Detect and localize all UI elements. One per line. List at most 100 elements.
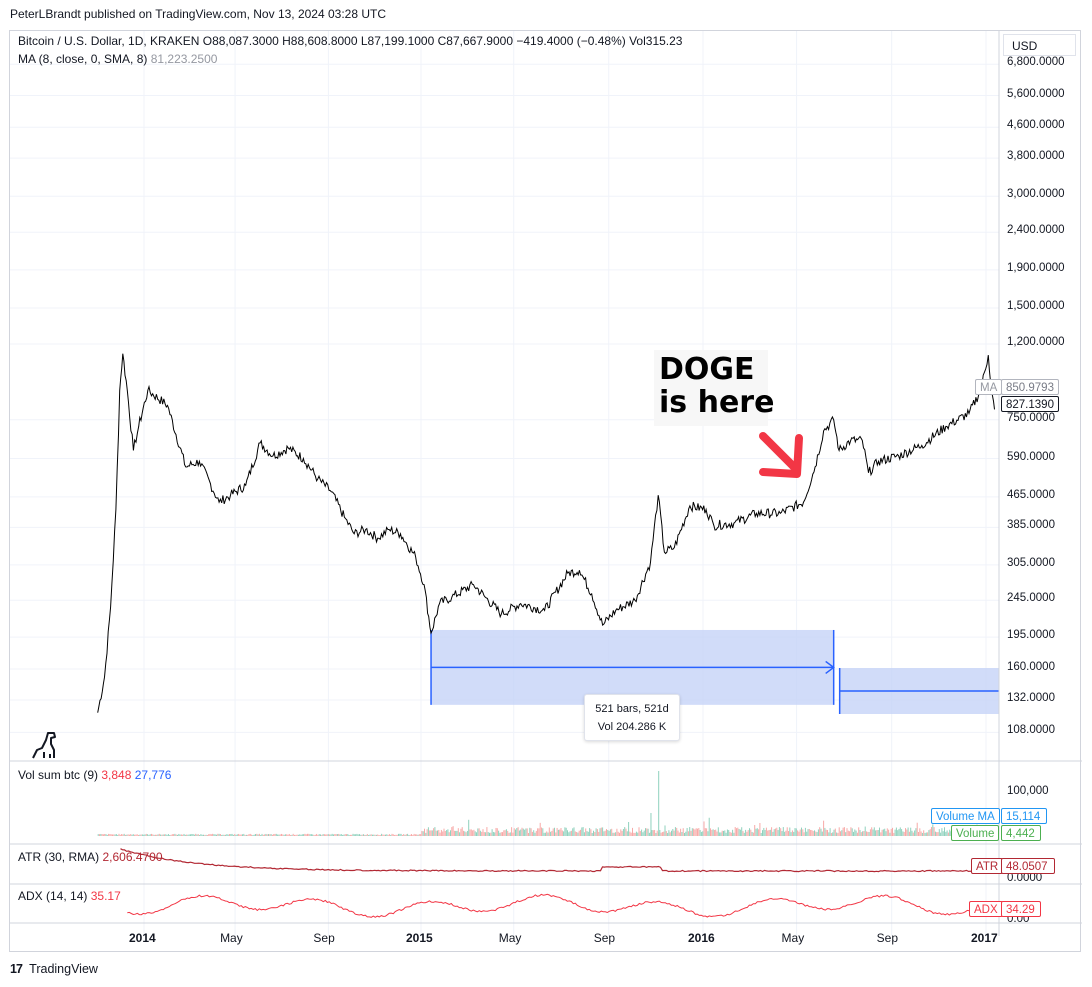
volume-bar bbox=[716, 831, 718, 836]
time-axis-label: 2014 bbox=[129, 931, 156, 945]
adx-legend[interactable]: ADX (14, 14) 35.17 bbox=[18, 889, 121, 903]
annotation-arrow[interactable] bbox=[755, 430, 810, 485]
volume-bar bbox=[721, 830, 723, 836]
volume-bar bbox=[275, 833, 277, 836]
volume-bar bbox=[730, 832, 732, 836]
volume-bar bbox=[921, 832, 923, 836]
volume-bar bbox=[478, 828, 480, 836]
dinosaur-icon[interactable] bbox=[30, 730, 58, 760]
volume-bar bbox=[171, 834, 173, 836]
atr-legend[interactable]: ATR (30, RMA) 2,606.4700 bbox=[18, 850, 163, 864]
volume-bar bbox=[355, 834, 357, 836]
main-legend[interactable]: Bitcoin / U.S. Dollar, 1D, KRAKEN O88,08… bbox=[18, 34, 683, 48]
volume-bar bbox=[739, 829, 741, 836]
volume-legend-value-2: 27,776 bbox=[134, 768, 172, 782]
volume-bar bbox=[733, 832, 735, 836]
ma-legend[interactable]: MA (8, close, 0, SMA, 8) 81,223.2500 bbox=[18, 52, 217, 66]
volume-bar bbox=[898, 828, 900, 836]
volume-bar bbox=[383, 834, 385, 836]
volume-bar bbox=[850, 827, 852, 836]
volume-bar bbox=[346, 834, 348, 836]
chart-canvas[interactable] bbox=[10, 31, 1082, 953]
volume-bar bbox=[138, 834, 140, 836]
volume-bar bbox=[725, 832, 727, 836]
volume-bar bbox=[125, 834, 127, 836]
volume-bar bbox=[495, 827, 497, 836]
volume-bar bbox=[455, 830, 457, 836]
atr-value-tag: 48.0507 bbox=[1001, 858, 1055, 874]
volume-bar bbox=[689, 827, 691, 836]
volume-bar bbox=[529, 827, 531, 836]
footer-brand[interactable]: 17 TradingView bbox=[10, 962, 98, 976]
volume-bar bbox=[632, 827, 634, 836]
volume-bar bbox=[240, 834, 242, 836]
currency-button[interactable]: USD bbox=[1003, 34, 1076, 56]
price-axis-label: 6,800.0000 bbox=[1007, 56, 1065, 69]
price-axis-label: 1,900.0000 bbox=[1007, 261, 1065, 274]
volume-bar bbox=[269, 834, 271, 836]
volume-bar bbox=[353, 834, 355, 836]
annotation-box[interactable] bbox=[654, 350, 768, 426]
volume-bar bbox=[765, 827, 767, 836]
volume-bar bbox=[860, 832, 862, 836]
chart-frame[interactable] bbox=[9, 30, 1082, 953]
volume-bar bbox=[392, 834, 394, 836]
volume-bar bbox=[634, 832, 636, 836]
volume-bar bbox=[830, 832, 832, 836]
volume-bar bbox=[221, 834, 223, 836]
volume-bar bbox=[695, 828, 697, 836]
volume-bar bbox=[734, 827, 736, 836]
atr-axis-label: 0.0000 bbox=[1007, 872, 1043, 884]
volume-bar bbox=[556, 827, 558, 836]
volume-bar bbox=[710, 828, 712, 836]
volume-bar bbox=[464, 831, 466, 836]
volume-bar bbox=[396, 834, 398, 836]
volume-bar bbox=[723, 830, 725, 836]
volume-legend[interactable]: Vol sum btc (9) 3,848 27,776 bbox=[18, 768, 171, 782]
adx-line bbox=[127, 893, 994, 918]
volume-bar bbox=[188, 834, 190, 836]
price-axis-label: 385.0000 bbox=[1007, 519, 1055, 532]
volume-bar bbox=[344, 834, 346, 836]
volume-bar bbox=[530, 828, 532, 836]
volume-bar bbox=[832, 832, 834, 836]
volume-bar bbox=[888, 829, 890, 836]
volume-bar bbox=[776, 827, 778, 836]
volume-bar bbox=[916, 822, 918, 836]
volume-bar bbox=[395, 834, 397, 836]
volume-bar bbox=[450, 830, 452, 836]
volume-bar bbox=[778, 827, 780, 836]
volume-bar bbox=[625, 828, 627, 836]
volume-bar bbox=[583, 832, 585, 836]
last-price-tag: 827.1390 bbox=[1001, 396, 1059, 412]
volume-bar bbox=[738, 829, 740, 836]
price-line bbox=[97, 353, 995, 713]
volume-bar bbox=[772, 831, 774, 836]
volume-bar bbox=[646, 828, 648, 836]
volume-bar bbox=[947, 832, 949, 836]
volume-bar bbox=[780, 828, 782, 836]
adx-series bbox=[127, 893, 994, 918]
volume-bar bbox=[459, 832, 461, 836]
volume-bar bbox=[729, 831, 731, 836]
volume-bar bbox=[914, 830, 916, 836]
annotation-text[interactable]: DOGE is here bbox=[659, 352, 775, 420]
volume-bar bbox=[463, 830, 465, 836]
volume-bar bbox=[811, 830, 813, 836]
volume-bar bbox=[559, 829, 561, 836]
time-axis-label: May bbox=[220, 931, 243, 945]
volume-bar bbox=[348, 834, 350, 836]
volume-bar bbox=[362, 834, 364, 836]
volume-bar bbox=[603, 831, 605, 836]
time-axis-label: 2017 bbox=[971, 931, 998, 945]
volume-bar bbox=[702, 831, 704, 836]
volume-bar bbox=[786, 827, 788, 836]
volume-bar bbox=[261, 833, 263, 836]
volume-bar bbox=[591, 832, 593, 836]
volume-bar bbox=[448, 832, 450, 836]
volume-bar bbox=[655, 832, 657, 836]
volume-bar bbox=[884, 828, 886, 836]
volume-bar bbox=[314, 834, 316, 836]
volume-bar bbox=[170, 834, 172, 836]
volume-bar bbox=[180, 834, 182, 836]
